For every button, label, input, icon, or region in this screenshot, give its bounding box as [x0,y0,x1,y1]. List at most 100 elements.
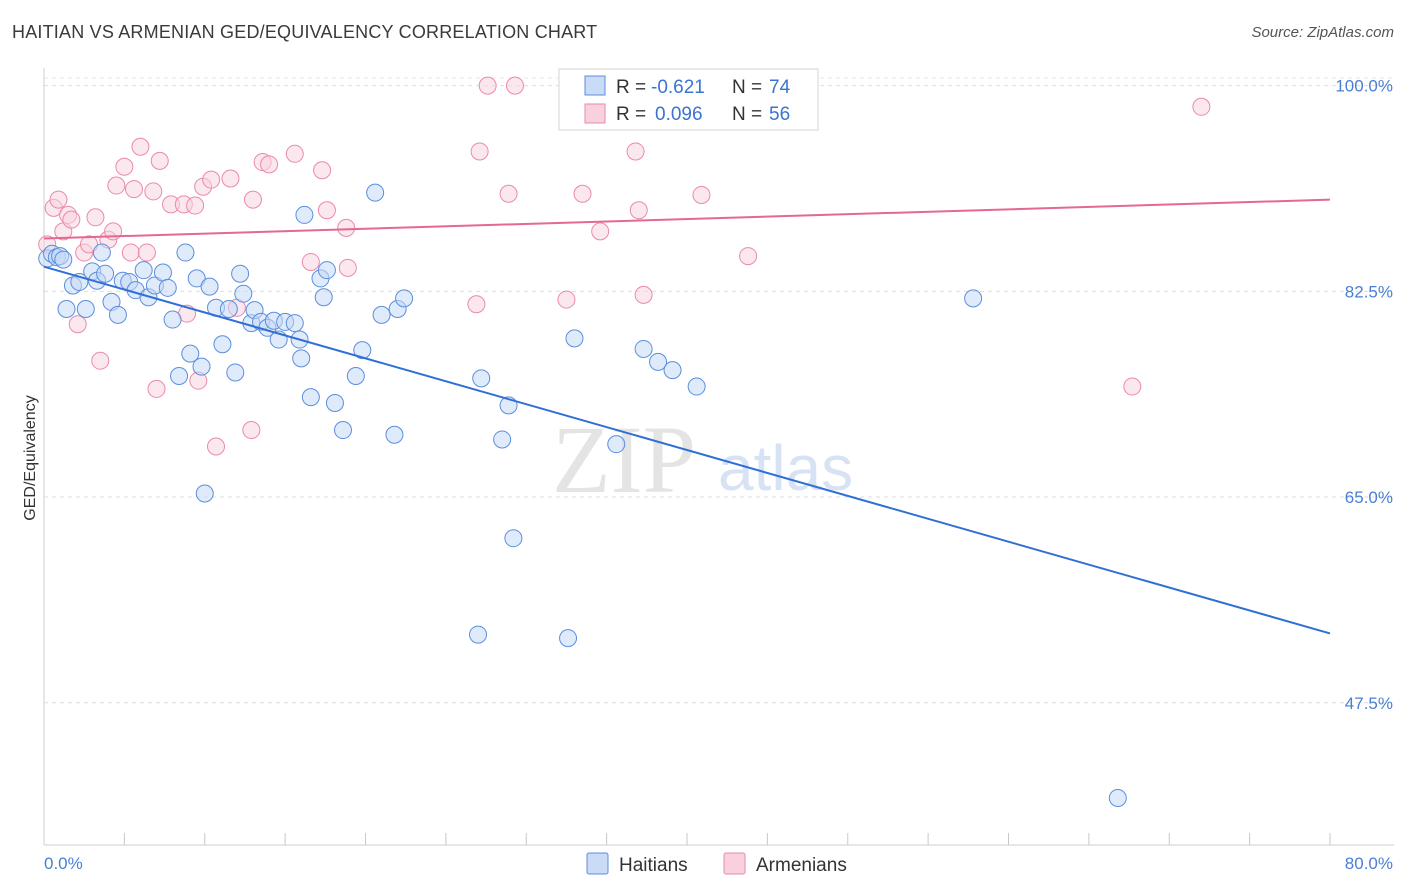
armenians-point-30 [221,169,240,188]
y-tick-label-3: 100.0% [1335,77,1393,96]
armenians-point-49 [591,222,610,241]
legend-n-value-armenians: 56 [769,104,790,125]
haitians-trend-line [43,265,1331,635]
haitians-point-63 [493,430,512,449]
watermark-atlas: atlas [718,432,853,504]
haitians-point-22 [158,278,177,297]
haitians-point-5 [57,299,76,318]
haitians-point-47 [295,205,314,224]
armenians-point-51 [629,201,648,220]
haitians-point-67 [565,329,584,348]
haitians-point-70 [649,352,668,371]
haitians-point-36 [234,284,253,303]
legend-swatch-haitians [584,75,606,96]
haitians-point-25 [176,243,195,262]
correlation-legend: R = -0.621 N = 74 R = 0.096 N = 56 [558,68,819,131]
armenians-point-44 [478,76,497,95]
armenians-point-37 [301,252,320,271]
armenians-point-35 [260,155,279,174]
y-axis-label: GED/Equivalency [22,395,39,520]
armenians-point-18 [137,243,156,262]
haitians-point-58 [385,425,404,444]
haitians-point-53 [333,421,352,440]
y-tick-label-0: 47.5% [1345,694,1393,713]
armenians-point-56 [1192,97,1211,116]
x-tick-marks [123,833,1331,845]
haitians-point-61 [469,625,488,644]
haitians-point-60 [395,289,414,308]
source-label: Source: ZipAtlas.com [1251,24,1394,41]
armenians-point-43 [470,142,489,161]
armenians-point-28 [202,170,221,189]
haitians-point-62 [472,369,491,388]
armenians-point-2 [49,190,68,209]
haitians-point-34 [226,363,245,382]
haitians-point-11 [92,243,111,262]
armenians-point-47 [557,290,576,309]
bottom-legend-swatch-armenians [723,852,746,875]
legend-r-value-armenians: 0.096 [655,104,703,125]
haitians-point-69 [634,339,653,358]
haitians-point-44 [285,314,304,333]
haitians-points [38,183,1127,807]
armenians-point-40 [337,218,356,237]
haitians-point-55 [353,341,372,360]
armenians-point-10 [91,351,110,370]
armenians-point-46 [505,76,524,95]
legend-r-value-haitians: -0.621 [651,77,705,98]
haitians-point-46 [292,349,311,368]
bottom-legend-label-haitians: Haitians [619,855,688,876]
haitians-point-30 [200,277,219,296]
armenians-point-48 [573,184,592,203]
haitians-point-71 [663,361,682,380]
haitians-point-66 [559,629,578,648]
armenians-point-29 [207,437,226,456]
series-legend: Haitians Armenians [586,852,847,876]
armenians-point-13 [107,176,126,195]
armenians-point-39 [317,201,336,220]
armenians-point-21 [150,151,169,170]
haitians-point-12 [96,264,115,283]
armenians-point-36 [285,144,304,163]
armenians-point-25 [186,196,205,215]
haitians-point-33 [219,299,238,318]
haitians-point-50 [314,288,333,307]
haitians-point-35 [231,264,250,283]
haitians-point-56 [366,183,385,202]
armenians-point-53 [692,185,711,204]
armenians-point-17 [131,137,150,156]
armenians-trend-line [43,198,1331,240]
haitians-point-27 [187,269,206,288]
armenians-point-19 [144,182,163,201]
haitians-point-52 [325,394,344,413]
legend-swatch-armenians [584,103,606,124]
haitians-point-28 [192,357,211,376]
trend-lines [43,198,1331,635]
armenians-point-50 [626,142,645,161]
haitians-point-29 [195,484,214,503]
armenians-points [38,76,1211,456]
armenians-point-33 [243,190,262,209]
armenians-point-52 [634,285,653,304]
haitians-point-51 [317,261,336,280]
haitians-point-65 [504,529,523,548]
legend-r-label-armenians: R = [616,104,646,125]
x-tick-label-min: 0.0% [44,854,83,873]
armenians-point-38 [313,161,332,180]
bottom-legend-label-armenians: Armenians [756,855,847,876]
bottom-legend-swatch-haitians [586,852,609,875]
armenians-point-16 [125,180,144,199]
armenians-point-15 [121,243,140,262]
haitians-point-72 [687,377,706,396]
armenians-point-45 [499,184,518,203]
armenians-point-32 [242,421,261,440]
haitians-point-68 [607,435,626,454]
legend-r-label-haitians: R = [616,77,646,98]
armenians-point-41 [338,258,357,277]
haitians-point-54 [346,366,365,385]
x-tick-label-max: 80.0% [1345,854,1393,873]
haitians-point-26 [181,344,200,363]
haitians-point-21 [153,263,172,282]
legend-n-value-haitians: 74 [769,77,791,98]
